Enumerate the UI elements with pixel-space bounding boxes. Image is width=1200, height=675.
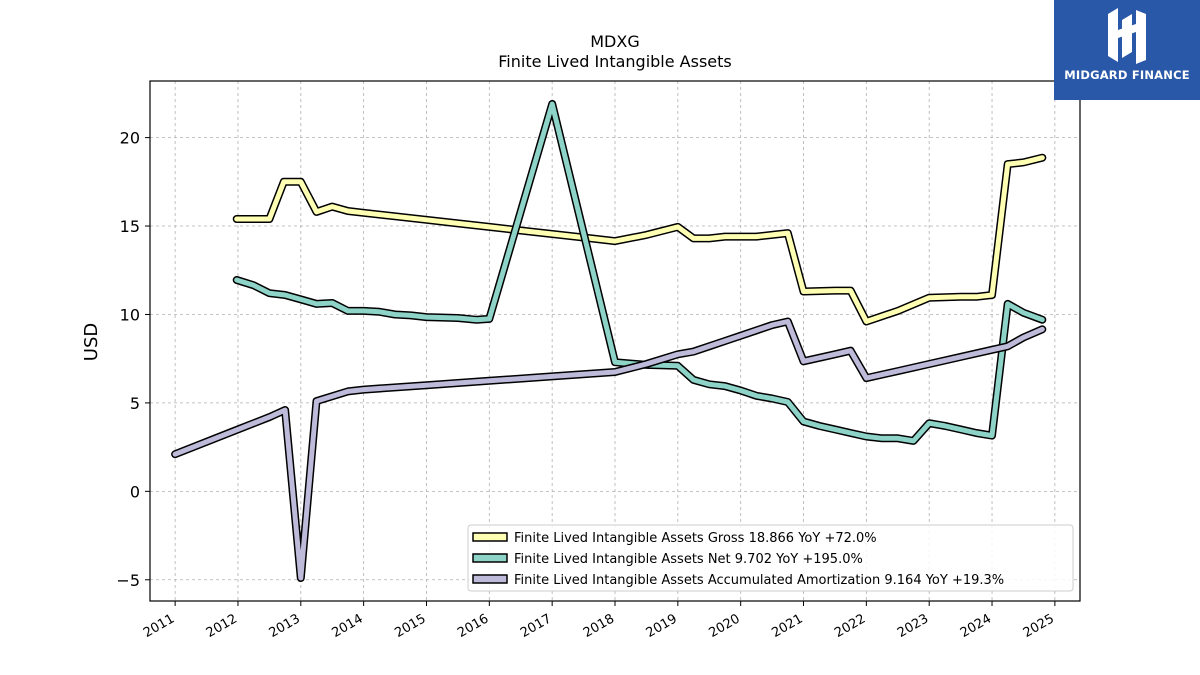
series-outline-finite-lived-intangible-assets-gross xyxy=(232,153,1047,326)
y-tick-label: 15 xyxy=(120,217,140,236)
series-line-finite-lived-intangible-assets-gross xyxy=(234,155,1045,324)
x-tick-label: 2022 xyxy=(832,611,868,641)
y-tick-label: 0 xyxy=(130,482,140,501)
x-tick-label: 2018 xyxy=(581,611,617,641)
x-tick-label: 2023 xyxy=(895,611,931,641)
x-tick-label: 2021 xyxy=(769,611,805,641)
brand-name: MIDGARD FINANCE xyxy=(1064,68,1190,82)
brand-mark-icon xyxy=(1108,8,1146,64)
x-tick-label: 2015 xyxy=(392,611,428,641)
legend-swatch xyxy=(472,574,508,584)
legend: Finite Lived Intangible Assets Gross 18.… xyxy=(467,524,1074,592)
chart-subtitle: Finite Lived Intangible Assets xyxy=(498,52,731,71)
x-tick-label: 2019 xyxy=(644,611,680,641)
y-tick-label: 20 xyxy=(120,129,140,148)
series-line-finite-lived-intangible-assets-accumulated-amortization xyxy=(172,319,1045,581)
y-axis: −5 0 5 10 15 20 xyxy=(116,129,150,590)
y-tick-label: −5 xyxy=(116,571,140,590)
x-tick-label: 2011 xyxy=(141,611,177,641)
x-tick-label: 2014 xyxy=(329,611,365,641)
x-tick-label: 2017 xyxy=(518,611,554,641)
legend-box xyxy=(467,524,1074,592)
grid xyxy=(150,81,1080,601)
x-axis: 2011 2012 2013 2014 2015 2016 2017 2018 2019 2020… xyxy=(141,601,1057,641)
x-tick-label: 2024 xyxy=(958,611,994,641)
series-line-finite-lived-intangible-assets-net xyxy=(234,101,1045,444)
x-tick-label: 2016 xyxy=(455,611,491,641)
x-tick-label: 2025 xyxy=(1021,611,1057,641)
x-tick-label: 2020 xyxy=(707,611,743,641)
y-tick-label: 5 xyxy=(130,394,140,413)
x-tick-label: 2012 xyxy=(204,611,240,641)
legend-swatch xyxy=(472,532,508,542)
legend-entry: Finite Lived Intangible Assets Gross 18.… xyxy=(514,531,877,546)
legend-entry: Finite Lived Intangible Assets Net 9.702… xyxy=(514,552,863,567)
series-layer xyxy=(171,100,1047,582)
brand-logo: MIDGARD FINANCE xyxy=(1054,0,1200,100)
chart-title: MDXG xyxy=(590,32,639,51)
y-tick-label: 10 xyxy=(120,305,140,324)
legend-entry: Finite Lived Intangible Assets Accumulat… xyxy=(514,573,1004,588)
y-axis-label: USD xyxy=(81,323,102,361)
x-tick-label: 2013 xyxy=(267,611,303,641)
legend-swatch xyxy=(472,553,508,563)
